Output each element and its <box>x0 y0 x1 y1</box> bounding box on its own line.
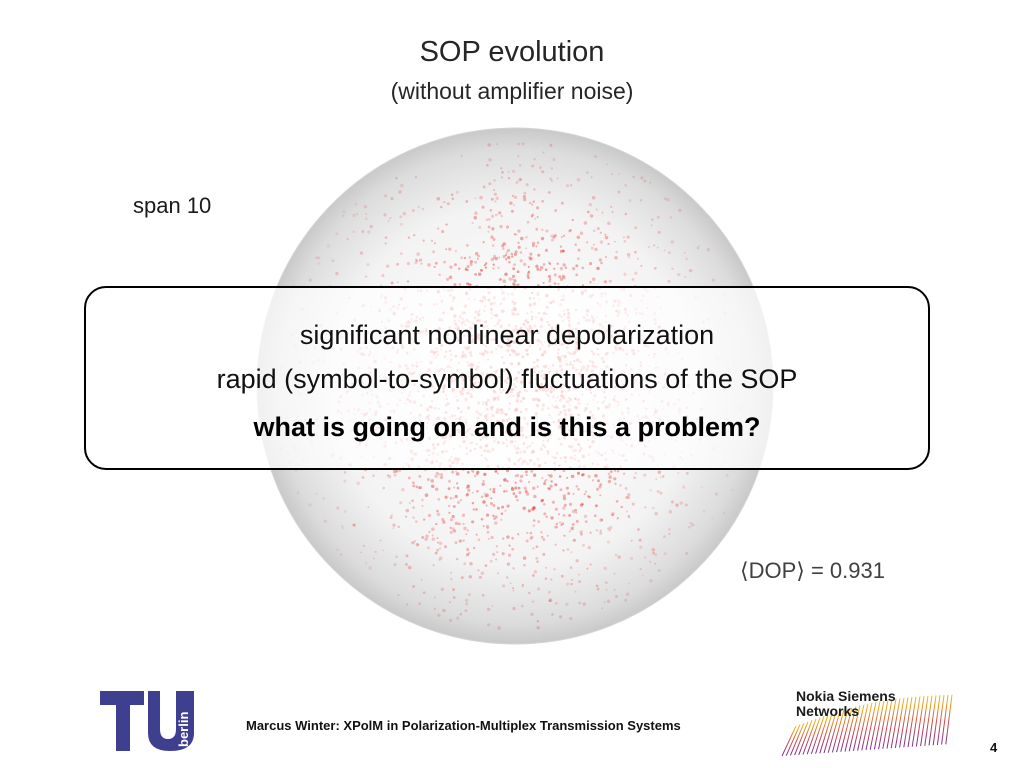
callout-box: significant nonlinear depolarization rap… <box>84 286 930 470</box>
slide-title: SOP evolution <box>419 36 605 68</box>
nsn-logo-text: Nokia Siemens Networks <box>796 689 896 719</box>
slide-subtitle: (without amplifier noise) <box>390 78 634 104</box>
footer-text: Marcus Winter: XPolM in Polarization-Mul… <box>246 718 681 733</box>
tu-logo-text: berlin <box>176 712 191 747</box>
page-number: 4 <box>990 740 998 755</box>
nsn-text-line2: Networks <box>796 703 860 719</box>
nsn-text-line1: Nokia Siemens <box>796 688 896 704</box>
span-label: span 10 <box>133 193 212 218</box>
callout-line-2: rapid (symbol-to-symbol) fluctuations of… <box>216 364 798 394</box>
callout-question: what is going on and is this a problem? <box>253 412 761 442</box>
callout-line-1: significant nonlinear depolarization <box>299 320 715 350</box>
dop-value-label: ⟨DOP⟩ = 0.931 <box>740 558 885 583</box>
tu-berlin-logo: berlin <box>98 689 198 753</box>
nsn-logo-wave <box>776 686 956 760</box>
